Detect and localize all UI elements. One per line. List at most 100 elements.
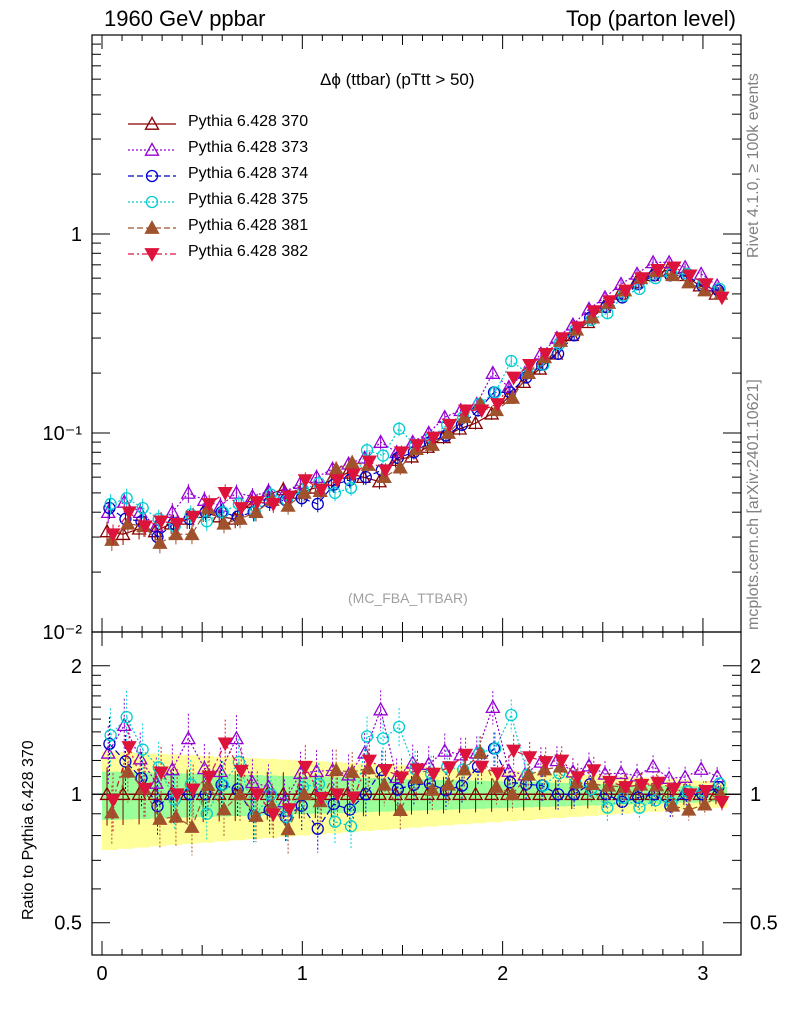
data-point-ratio [602,775,618,790]
legend-label-375: Pythia 6.428 375 [188,191,309,208]
data-point-ratio [488,779,505,793]
data-point-main [393,446,410,461]
data-point-ratio [613,765,629,780]
data-point-ratio [345,791,362,806]
data-point-main [212,498,229,512]
data-point-main [120,492,133,505]
y-tick-label-main: 1 [71,224,82,246]
data-point-ratio [618,781,634,795]
analysis-label: (MC_FBA_TTBAR) [348,590,468,606]
data-point-ratio [409,763,426,778]
x-tick-label: 2 [497,963,508,985]
data-point-ratio [440,776,456,791]
data-point-ratio [328,762,344,777]
data-point-ratio [233,764,249,779]
series-line-ratio [108,743,719,830]
data-point-ratio [360,760,376,775]
data-point-ratio [147,786,163,801]
data-point-main [403,448,420,463]
legend-marker [144,220,160,234]
data-point-ratio [565,763,581,778]
data-point-main [184,526,200,541]
data-point-ratio [313,791,329,806]
header-right: Top (parton level) [566,6,736,31]
data-point-ratio [490,767,506,782]
data-point-ratio [489,742,502,755]
data-point-main [650,264,666,278]
data-point-ratio [249,788,265,803]
data-point-ratio [393,771,410,786]
data-point-ratio [216,801,232,816]
ratio-panel-frame [91,631,742,956]
data-point-ratio [391,783,405,796]
data-point-ratio [248,808,264,822]
data-point-ratio [697,796,713,811]
data-point-ratio [504,786,521,801]
data-point-ratio [120,710,133,724]
data-point-main [505,354,518,368]
data-point-main [180,485,196,499]
data-point-ratio [200,807,213,820]
data-point-main [132,504,148,519]
data-point-main [488,402,505,417]
data-point-ratio [424,782,440,796]
data-point-main [618,284,634,299]
data-point-main [376,449,390,462]
data-point-main [168,526,184,541]
data-point-ratio [132,750,148,765]
data-point-main [344,481,358,495]
data-point-main [467,415,484,430]
data-point-ratio [103,737,116,750]
data-point-main [714,291,730,306]
data-point-main [115,526,131,541]
data-point-main [249,496,265,510]
data-point-ratio [169,788,185,803]
data-point-ratio [361,754,378,769]
data-point-main [248,504,264,519]
data-point-main [232,511,248,525]
data-point-main [440,425,456,439]
data-point-main [570,321,586,336]
data-point-main [296,485,312,499]
data-point-main [584,309,601,324]
data-point-ratio [586,764,602,778]
data-point-ratio [136,743,149,756]
data-point-main [634,272,650,286]
data-point-main [328,486,342,500]
data-point-ratio [425,767,442,782]
data-point-main [697,282,713,297]
data-point-main [456,409,472,424]
data-point-ratio [387,786,404,801]
green-band-segment [150,772,167,819]
legend-marker [144,142,160,156]
data-point-ratio [601,801,614,814]
data-point-main [551,347,565,360]
data-point-ratio [682,788,698,803]
axis-ticks: 0 1 2 3 1 10⁻¹ 10⁻² 2 2 1 1 0.5 0.5 [43,35,778,985]
data-point-ratio [457,748,474,763]
data-point-ratio [484,786,500,801]
data-point-ratio [344,820,358,833]
data-point-main [345,468,362,483]
data-point-ratio [360,730,374,743]
data-point-main [120,515,136,530]
data-point-ratio [344,764,360,778]
data-point-ratio [228,730,245,745]
legend-marker [145,195,159,209]
data-point-ratio [437,743,453,757]
data-point-main [361,455,378,470]
data-point-ratio [216,778,229,791]
data-point-ratio [584,776,601,791]
data-point-main [485,365,501,379]
data-point-ratio [120,763,136,778]
y-tick-label-ratio-right: 0.5 [750,913,778,935]
data-point-ratio [505,708,518,722]
data-point-ratio [99,786,115,801]
data-point-main [586,305,602,319]
data-point-ratio [554,754,570,769]
data-point-main [313,483,329,498]
data-point-main [506,371,522,386]
data-point-main [489,386,502,399]
data-point-ratio [164,761,180,776]
data-point-ratio [714,795,730,810]
